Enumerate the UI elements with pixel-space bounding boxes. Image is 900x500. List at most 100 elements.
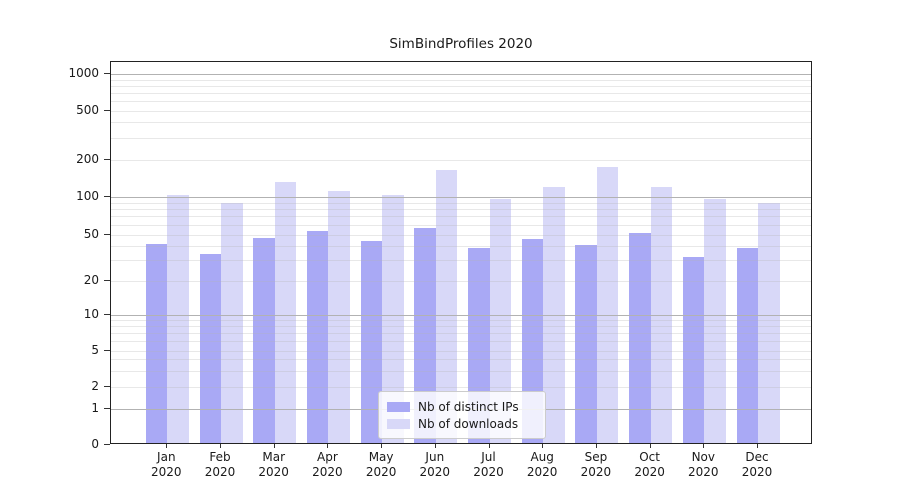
x-tick-label-sep: Sep 2020 [580, 450, 612, 479]
bar-downloads-jan [167, 195, 189, 443]
bar-downloads-sep [596, 166, 619, 443]
y-tick-label-1: 1 [91, 400, 99, 415]
y-gridline-7 [111, 333, 811, 335]
y-gridline-20 [111, 281, 811, 282]
y-tick-label-50: 50 [83, 226, 99, 241]
y-tick-500 [104, 109, 110, 111]
bar-ips-jun [414, 228, 436, 443]
y-gridline-50 [111, 234, 811, 236]
x-tick-apr [327, 444, 329, 448]
bar-ips-dec [736, 247, 758, 443]
y-gridline-5 [111, 350, 811, 352]
x-tick-label-jan: Jan 2020 [151, 450, 182, 479]
bar-downloads-mar [274, 181, 297, 443]
legend-label-downloads: Nb of downloads [418, 416, 519, 431]
bar-downloads-jun [435, 169, 458, 443]
x-tick-label-oct: Oct 2020 [634, 450, 665, 479]
y-gridline-9 [111, 319, 811, 321]
x-tick-jan [166, 444, 168, 448]
y-tick-label-5: 5 [91, 342, 99, 357]
x-tick-label-dec: Dec 2020 [741, 450, 773, 479]
y-gridline-30 [111, 260, 811, 262]
y-gridline-90 [111, 202, 811, 204]
x-tick-sep [595, 444, 597, 448]
legend-entry-downloads: Nb of downloads [387, 415, 537, 432]
y-tick-2 [104, 385, 110, 387]
y-tick-label-100: 100 [76, 189, 99, 203]
y-tick-1 [104, 407, 110, 409]
y-gridline-1000 [111, 74, 811, 76]
x-tick-label-jun: Jun 2020 [419, 450, 451, 479]
bar-downloads-nov [704, 198, 726, 443]
y-tick-50 [104, 233, 110, 235]
y-gridline-900 [111, 79, 811, 81]
y-gridline-10 [111, 314, 811, 316]
grid-layer [111, 62, 811, 443]
bar-ips-may [360, 241, 383, 443]
bar-ips-mar [253, 237, 275, 443]
x-tick-jun [434, 444, 436, 448]
y-tick-5 [104, 349, 110, 351]
y-gridline-700 [111, 92, 811, 94]
y-gridline-8 [111, 326, 811, 328]
bar-downloads-feb [221, 203, 243, 443]
bar-ips-sep [575, 245, 597, 443]
x-tick-label-feb: Feb 2020 [204, 450, 236, 479]
y-gridline-70 [111, 216, 811, 218]
x-tick-label-jul: Jul 2020 [473, 450, 504, 479]
y-gridline-3 [111, 370, 811, 372]
bar-downloads-dec [758, 202, 780, 443]
y-gridline-100 [111, 197, 811, 198]
x-tick-label-nov: Nov 2020 [688, 450, 719, 479]
legend: Nb of distinct IPs Nb of downloads [378, 391, 546, 439]
y-gridline-40 [111, 245, 811, 247]
x-tick-nov [703, 444, 705, 448]
bar-ips-jan [145, 243, 168, 443]
x-tick-may [381, 444, 383, 448]
y-tick-label-1000: 1000 [68, 66, 99, 81]
legend-swatch-downloads [387, 418, 410, 429]
x-tick-label-apr: Apr 2020 [312, 450, 343, 479]
y-gridline-4 [111, 359, 811, 361]
y-tick-label-10: 10 [83, 306, 99, 321]
y-tick-0 [104, 444, 110, 445]
chart-title: SimBindProfiles 2020 [389, 36, 533, 52]
x-tick-label-may: May 2020 [365, 450, 397, 479]
y-gridline-60 [111, 224, 811, 226]
y-gridline-300 [111, 137, 811, 139]
y-gridline-500 [111, 110, 811, 112]
y-gridline-2 [111, 386, 811, 388]
x-tick-feb [220, 444, 221, 448]
bar-downloads-may [382, 195, 404, 443]
legend-label-ips: Nb of distinct IPs [418, 399, 519, 414]
y-gridline-80 [111, 209, 811, 211]
bar-ips-nov [682, 256, 705, 443]
y-gridline-400 [111, 122, 811, 124]
y-gridline-200 [111, 159, 811, 161]
x-tick-aug [542, 444, 544, 448]
y-gridline-6 [111, 341, 811, 343]
legend-swatch-ips [387, 401, 410, 412]
legend-entry-ips: Nb of distinct IPs [387, 398, 537, 415]
bar-downloads-jul [489, 198, 511, 443]
y-tick-label-200: 200 [76, 151, 99, 166]
y-tick-label-500: 500 [76, 102, 99, 117]
x-tick-oct [649, 444, 651, 448]
x-tick-label-aug: Aug 2020 [526, 450, 558, 479]
y-gridline-800 [111, 85, 811, 87]
y-tick-20 [104, 280, 110, 281]
y-tick-100 [104, 196, 110, 197]
bar-ips-apr [306, 231, 329, 443]
bar-downloads-apr [328, 191, 350, 443]
y-tick-label-20: 20 [83, 273, 99, 287]
bar-ips-oct [629, 232, 651, 443]
x-tick-mar [273, 444, 275, 448]
x-tick-label-mar: Mar 2020 [258, 450, 289, 479]
x-tick-dec [757, 444, 758, 448]
y-tick-1000 [104, 73, 110, 75]
y-tick-10 [104, 313, 110, 315]
x-tick-jul [488, 444, 490, 448]
y-gridline-600 [111, 100, 811, 102]
y-tick-label-2: 2 [91, 378, 99, 393]
